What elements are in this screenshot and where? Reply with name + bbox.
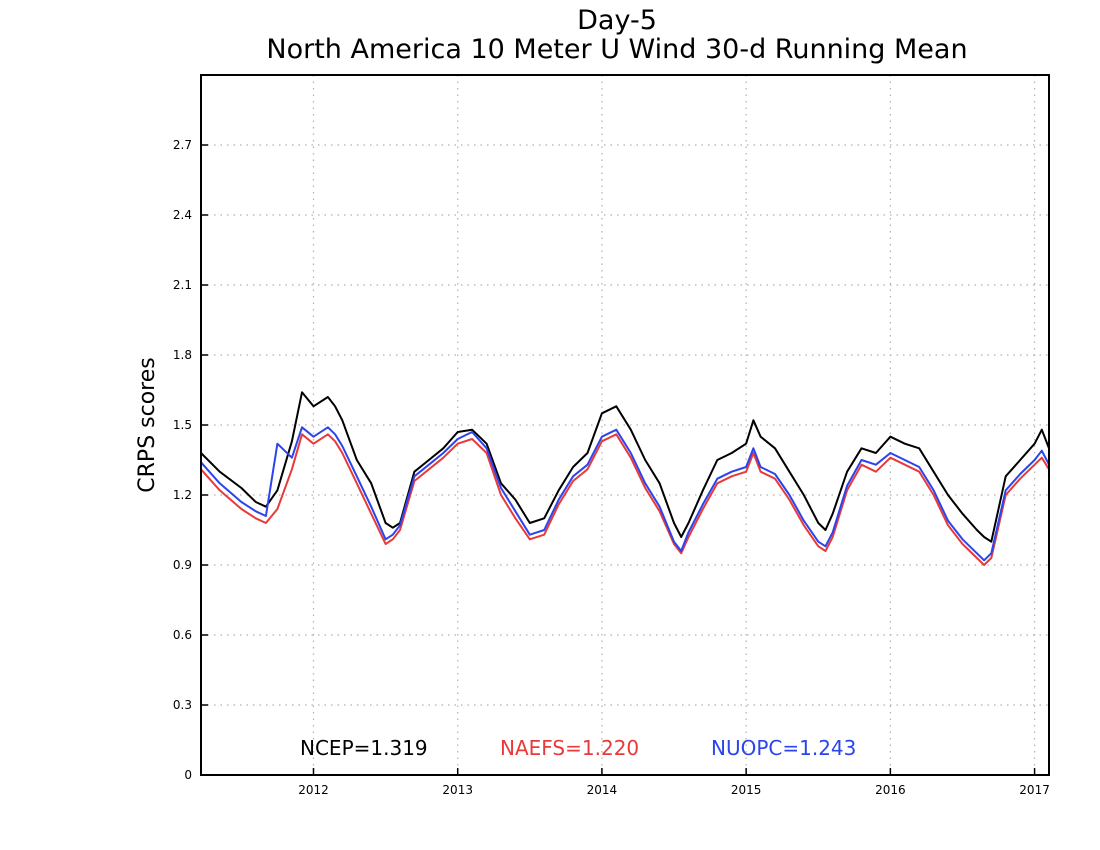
series-lines bbox=[200, 391, 1050, 566]
x-tick-label: 2014 bbox=[587, 783, 618, 797]
x-tick-label: 2015 bbox=[731, 783, 762, 797]
y-tick-label: 0 bbox=[184, 768, 192, 782]
x-axis-ticks: 2012 2013 2014 2015 2016 2017 bbox=[298, 768, 1050, 797]
chart-subtitle: North America 10 Meter U Wind 30-d Runni… bbox=[266, 34, 967, 65]
series-line-naefs bbox=[200, 433, 1050, 566]
y-tick-label: 0.6 bbox=[173, 628, 192, 642]
x-tick-label: 2013 bbox=[442, 783, 473, 797]
legend-naefs: NAEFS=1.220 bbox=[500, 736, 639, 760]
chart-title: Day-5 bbox=[577, 5, 657, 36]
grid bbox=[201, 75, 1049, 775]
legend-ncep: NCEP=1.319 bbox=[300, 736, 428, 760]
series-line-ncep bbox=[200, 391, 1050, 543]
y-axis-ticks: 0 0.3 0.6 0.9 1.2 1.5 1.8 2.1 2.4 2.7 bbox=[173, 138, 208, 782]
y-axis-label: CRPS scores bbox=[135, 357, 160, 492]
y-tick-label: 0.9 bbox=[173, 558, 192, 572]
x-tick-label: 2016 bbox=[875, 783, 906, 797]
y-tick-label: 1.8 bbox=[173, 348, 192, 362]
legend-nuopc: NUOPC=1.243 bbox=[711, 736, 856, 760]
y-tick-label: 0.3 bbox=[173, 698, 192, 712]
y-tick-label: 2.1 bbox=[173, 278, 192, 292]
y-tick-label: 2.7 bbox=[173, 138, 192, 152]
series-line-nuopc bbox=[200, 426, 1050, 562]
y-tick-label: 1.2 bbox=[173, 488, 192, 502]
x-tick-label: 2017 bbox=[1019, 783, 1050, 797]
y-tick-label: 2.4 bbox=[173, 208, 192, 222]
x-tick-label: 2012 bbox=[298, 783, 329, 797]
y-tick-label: 1.5 bbox=[173, 418, 192, 432]
